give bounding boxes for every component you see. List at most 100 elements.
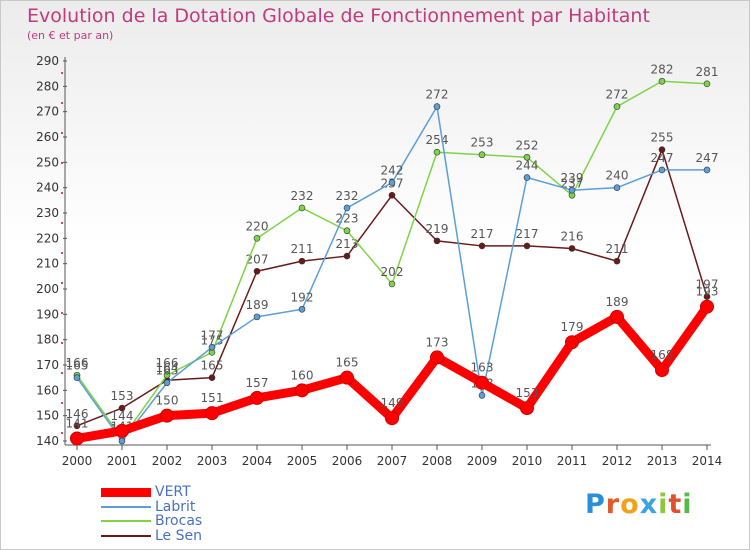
y-tick-label: 190 xyxy=(36,307,59,321)
data-point xyxy=(478,151,486,159)
data-label: 153 xyxy=(516,386,539,400)
x-tick-label: 2011 xyxy=(557,454,588,468)
data-label: 202 xyxy=(381,265,404,279)
data-point xyxy=(613,184,621,191)
x-tick-label: 2000 xyxy=(62,454,93,468)
data-point xyxy=(298,305,306,313)
data-point xyxy=(565,335,579,350)
data-point xyxy=(298,204,306,212)
data-label: 247 xyxy=(651,151,674,165)
x-tick-label: 2010 xyxy=(512,454,543,468)
data-point xyxy=(388,179,396,186)
x-tick-label: 2004 xyxy=(242,454,273,468)
data-point xyxy=(343,204,351,212)
data-point xyxy=(478,242,486,250)
data-label: 166 xyxy=(156,356,179,370)
x-tick-label: 2003 xyxy=(197,454,228,468)
y-tick-label: 210 xyxy=(36,257,59,271)
data-point xyxy=(295,383,309,398)
data-label: 282 xyxy=(651,62,674,76)
data-label: 217 xyxy=(516,227,539,241)
legend-label: Labrit xyxy=(155,498,196,515)
chart-title: Evolution de la Dotation Globale de Fonc… xyxy=(27,5,650,27)
x-tick-label: 2006 xyxy=(332,454,363,468)
legend-swatch xyxy=(101,505,151,508)
data-label: 211 xyxy=(606,242,629,256)
y-tick-label: 290 xyxy=(36,54,59,68)
data-label: 197 xyxy=(696,278,719,292)
data-point xyxy=(343,252,351,260)
data-label: 189 xyxy=(246,298,269,312)
data-point xyxy=(613,257,621,265)
data-label: 207 xyxy=(246,252,269,266)
data-point xyxy=(523,153,531,161)
data-label: 253 xyxy=(471,136,494,150)
y-tick-label: 280 xyxy=(36,79,59,93)
legend-swatch xyxy=(101,534,151,537)
legend-label: VERT xyxy=(155,484,191,500)
data-label: 216 xyxy=(561,229,584,243)
data-label: 179 xyxy=(561,320,584,334)
data-point xyxy=(700,299,714,314)
legend-swatch xyxy=(101,520,151,522)
x-tick-label: 2013 xyxy=(647,454,678,468)
data-point xyxy=(475,375,489,390)
series-line-le-sen xyxy=(76,148,708,427)
data-point xyxy=(388,280,396,288)
x-tick-label: 2005 xyxy=(287,454,318,468)
y-tick-label: 250 xyxy=(36,155,59,169)
data-point xyxy=(343,227,351,235)
data-label: 173 xyxy=(426,335,449,349)
data-label: 151 xyxy=(201,391,224,405)
data-point xyxy=(703,80,711,88)
data-label: 189 xyxy=(606,295,629,309)
data-label: 219 xyxy=(426,222,449,236)
data-label: 192 xyxy=(291,290,314,304)
data-point xyxy=(433,237,441,245)
data-label: 213 xyxy=(336,237,359,251)
data-label: 272 xyxy=(606,88,629,102)
data-point xyxy=(523,174,531,181)
data-point xyxy=(523,242,531,250)
y-tick-label: 260 xyxy=(36,130,59,144)
data-label: 193 xyxy=(696,285,719,299)
x-tick-label: 2012 xyxy=(602,454,633,468)
data-label: 165 xyxy=(201,359,224,373)
data-label: 165 xyxy=(336,356,359,370)
data-label: 150 xyxy=(156,394,179,408)
data-label: 153 xyxy=(111,389,134,403)
data-point xyxy=(163,379,171,387)
data-label: 244 xyxy=(516,159,539,173)
y-tick-label: 200 xyxy=(36,282,59,296)
data-point xyxy=(250,390,264,405)
data-point xyxy=(568,186,576,194)
data-point xyxy=(73,422,81,430)
y-tick-label: 160 xyxy=(36,383,59,397)
data-point xyxy=(658,77,666,85)
data-point xyxy=(613,103,621,110)
data-point xyxy=(433,103,441,110)
data-point xyxy=(385,411,399,426)
data-label: 157 xyxy=(246,376,269,390)
data-label: 272 xyxy=(426,88,449,102)
proxiti-logo: Proxiti xyxy=(585,489,693,520)
x-tick-label: 2008 xyxy=(422,454,453,468)
data-label: 232 xyxy=(291,189,314,203)
data-point xyxy=(298,257,306,265)
data-point xyxy=(433,148,441,156)
data-label: 160 xyxy=(291,368,314,382)
data-point xyxy=(73,374,81,381)
legend-label: Le Sen xyxy=(155,527,202,544)
data-point xyxy=(340,370,354,385)
data-label: 255 xyxy=(651,131,674,145)
legend-label: Brocas xyxy=(155,513,203,529)
data-label: 177 xyxy=(201,328,224,342)
x-tick-label: 2009 xyxy=(467,454,498,468)
data-point xyxy=(253,235,261,242)
data-label: 165 xyxy=(66,359,89,373)
data-point xyxy=(703,166,711,174)
data-point xyxy=(160,408,174,423)
y-tick-label: 230 xyxy=(36,206,59,220)
data-point xyxy=(253,267,261,275)
